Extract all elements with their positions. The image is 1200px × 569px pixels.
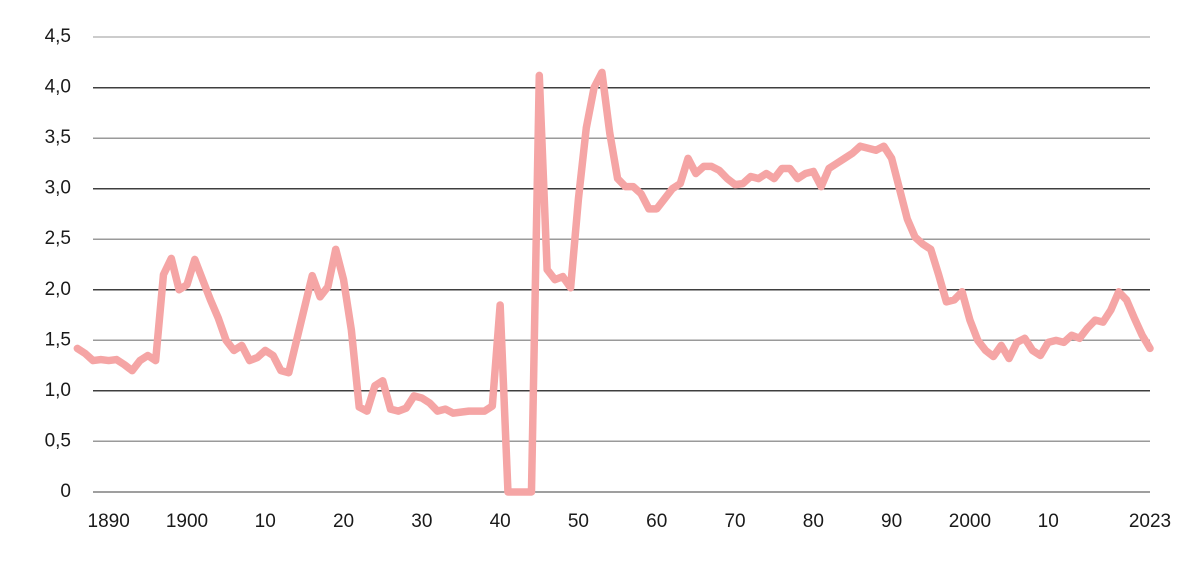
gridlines [93, 36, 1150, 493]
x-axis-tick-label: 1900 [166, 511, 208, 532]
y-axis-tick-label: 1,0 [45, 380, 71, 401]
x-axis-tick-label: 2000 [949, 511, 991, 532]
x-axis-tick-label: 90 [881, 511, 902, 532]
x-axis-tick-label: 30 [411, 511, 432, 532]
series-line [73, 68, 1154, 496]
y-axis-tick-label: 1,5 [45, 329, 71, 350]
data-series [73, 68, 1154, 496]
y-axis-tick-label: 4,5 [45, 26, 71, 47]
y-axis-tick-label: 0,5 [45, 430, 71, 451]
x-axis-tick-label: 80 [803, 511, 824, 532]
x-axis-tick-labels: 1890 1900 10 20 30 40 50 60 70 80 90 2000 10 2023 [88, 511, 1172, 532]
x-axis-tick-label: 70 [724, 511, 745, 532]
y-axis-tick-label: 0 [60, 481, 71, 502]
y-axis-tick-label: 2,5 [45, 228, 71, 249]
x-axis-tick-label: 40 [490, 511, 511, 532]
y-axis-tick-labels: 0 0,5 1,0 1,5 2,0 2,5 3,0 3,5 4,0 4,5 [45, 26, 71, 502]
y-axis-tick-label: 3,5 [45, 127, 71, 148]
x-axis-tick-label: 50 [568, 511, 589, 532]
y-axis-tick-label: 4,0 [45, 77, 71, 98]
x-axis-tick-label: 2023 [1129, 511, 1171, 532]
x-axis-tick-label: 60 [646, 511, 667, 532]
x-axis-tick-label: 10 [255, 511, 276, 532]
x-axis-tick-label: 1890 [88, 511, 130, 532]
x-axis-tick-label: 10 [1038, 511, 1059, 532]
x-axis-tick-label: 20 [333, 511, 354, 532]
y-axis-tick-label: 2,0 [45, 279, 71, 300]
y-axis-tick-label: 3,0 [45, 178, 71, 199]
